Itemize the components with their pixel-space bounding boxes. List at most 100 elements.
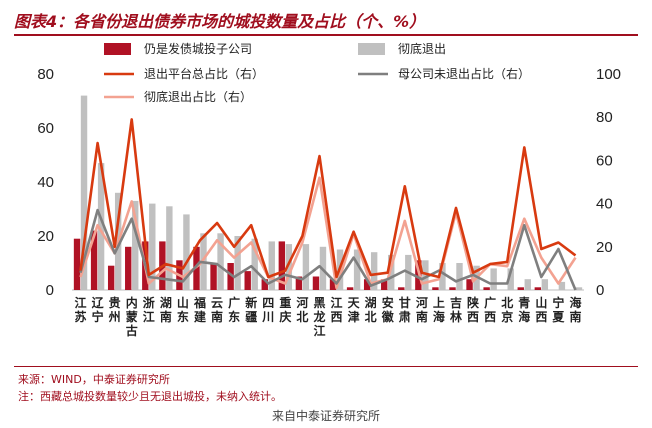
x-tick-label: 北京 [501, 295, 513, 324]
legend-parent-not-exit-ratio: 母公司未退出占比（右） [398, 66, 530, 81]
bar-exit-fully [97, 163, 105, 290]
bar-exit-fully [268, 241, 275, 290]
x-tick-label: 新疆 [245, 295, 257, 324]
bar-exit-fully [217, 233, 224, 290]
x-tick-label: 辽宁 [92, 296, 105, 324]
x-tick-label: 江西 [331, 295, 343, 324]
legend-total-exit-ratio: 退出平台总占比（右） [144, 66, 264, 81]
bar-exit-fully [166, 206, 173, 290]
x-tick-label: 甘肃 [399, 295, 411, 324]
right-tick-label: 100 [596, 66, 621, 83]
x-tick-label: 宁夏 [552, 295, 565, 324]
axes: 0 20 40 60 80 0 20 40 60 80 100 [37, 66, 621, 299]
watermark-text: 来自中泰证券研究所 [271, 409, 380, 423]
bar-still-issuer [432, 287, 439, 290]
bars [73, 95, 583, 290]
x-tick-label: 浙江 [143, 295, 155, 324]
bar-still-issuer [534, 287, 542, 290]
bar-still-issuer [312, 276, 320, 290]
source-note: 来源：WIND，中泰证券研究所 [18, 373, 170, 386]
footer-rule [14, 366, 638, 367]
line-parent-not-exit-ratio [79, 208, 577, 291]
x-tick-label: 吉林 [450, 295, 462, 324]
bar-exit-fully [575, 287, 583, 290]
right-tick-label: 0 [596, 282, 604, 299]
bar-exit-fully [507, 268, 514, 290]
x-tick-label: 福建 [193, 295, 207, 324]
x-tick-label: 河北 [295, 295, 308, 324]
x-tick-label: 安徽 [381, 295, 395, 324]
x-axis-labels: 江苏辽宁贵州内蒙古浙江湖南山东福建云南广东新疆四川重庆河北黑龙江江西天津湖北安徽… [75, 295, 582, 338]
bar-exit-fully [132, 200, 139, 290]
bar-still-issuer [381, 279, 388, 290]
x-tick-label: 重庆 [278, 295, 291, 324]
bar-exit-fully [439, 263, 446, 290]
bar-still-issuer [398, 287, 405, 290]
bar-still-issuer [466, 279, 473, 290]
x-tick-label: 湖南 [160, 295, 172, 324]
bar-exit-fully [285, 244, 293, 290]
bar-exit-fully [541, 279, 549, 290]
bar-exit-fully [149, 203, 156, 290]
bar-still-issuer [244, 271, 251, 290]
legend-exit-fully: 彻底退出 [398, 41, 446, 56]
bar-still-issuer [295, 276, 303, 290]
bar-still-issuer [346, 287, 354, 290]
bar-still-issuer [329, 279, 337, 290]
bar-exit-fully [183, 214, 190, 290]
x-tick-label: 四川 [261, 296, 274, 324]
bar-exit-fully [456, 263, 463, 290]
x-tick-label: 上海 [433, 295, 445, 324]
bar-still-issuer [227, 263, 234, 290]
bar-still-issuer [449, 287, 456, 290]
bar-still-issuer [483, 287, 490, 290]
bar-still-issuer [107, 265, 115, 290]
bar-exit-fully [558, 281, 566, 290]
bar-exit-fully [80, 95, 88, 290]
x-tick-label: 贵州 [108, 295, 121, 324]
x-tick-label: 青海 [518, 295, 530, 324]
left-tick-label: 40 [37, 174, 54, 191]
x-tick-label: 广西 [484, 295, 496, 324]
line-total-exit-ratio [79, 118, 577, 279]
x-tick-label: 海南 [569, 295, 581, 324]
bar-exit-fully [422, 260, 429, 290]
right-tick-label: 40 [596, 196, 613, 213]
x-tick-label: 云南 [211, 296, 223, 324]
legend-exit-fully-swatch [358, 43, 385, 55]
bar-exit-fully [490, 268, 497, 290]
bar-exit-fully [234, 236, 241, 290]
right-tick-label: 20 [596, 239, 613, 256]
x-tick-label: 山西 [535, 295, 547, 324]
left-tick-label: 60 [37, 120, 54, 137]
bar-exit-fully [251, 238, 258, 290]
bar-still-issuer [517, 287, 524, 290]
x-tick-label: 陕西 [467, 295, 479, 324]
x-tick-label: 河南 [415, 295, 428, 324]
legend-still-issuer-swatch [104, 43, 131, 55]
x-tick-label: 内蒙古 [126, 295, 138, 338]
bar-still-issuer [278, 241, 286, 290]
footnote: 注：西藏总城投数量较少且无退出城投，未纳入统计。 [18, 390, 282, 403]
bar-still-issuer [210, 263, 217, 290]
bar-still-issuer [90, 230, 98, 290]
right-tick-label: 60 [596, 152, 613, 169]
bar-exit-fully [370, 252, 378, 290]
bar-still-issuer [193, 246, 200, 290]
bar-still-issuer [73, 238, 81, 290]
bar-still-issuer [261, 279, 268, 290]
lines [79, 118, 577, 291]
bar-exit-fully [302, 244, 310, 290]
bar-exit-fully [353, 249, 361, 290]
title-rule [14, 34, 638, 36]
x-tick-label: 天津 [348, 296, 361, 324]
left-tick-label: 20 [37, 228, 54, 245]
left-tick-label: 80 [37, 66, 54, 83]
bar-still-issuer [125, 246, 132, 290]
right-tick-label: 80 [596, 109, 613, 126]
x-tick-label: 江苏 [75, 295, 87, 324]
x-tick-label: 黑龙江 [313, 296, 325, 338]
bar-still-issuer [363, 279, 371, 290]
